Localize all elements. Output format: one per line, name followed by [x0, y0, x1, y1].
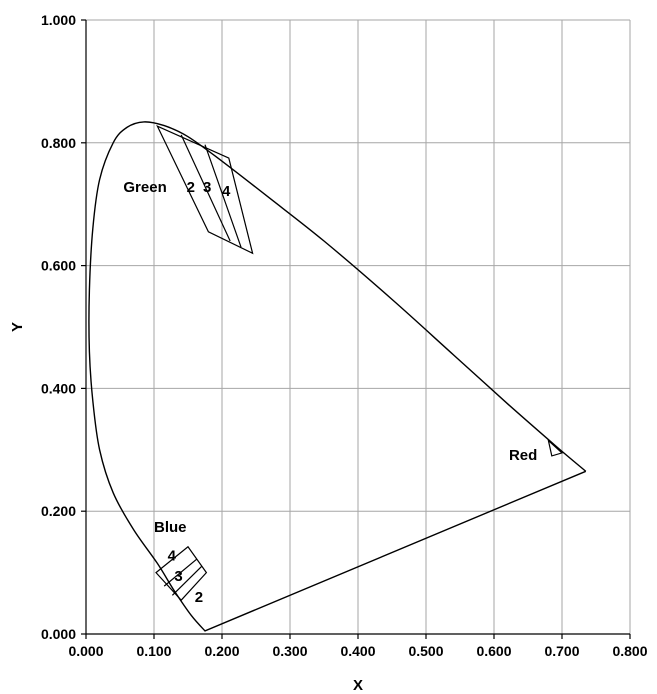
tick-labels: 0.000 0.100 0.200 0.300 0.400 0.500 0.600 0.700… [41, 12, 648, 659]
annotation-label: 2 [195, 589, 203, 606]
annotation-label: Red [509, 447, 537, 464]
x-tick-label: 0.700 [544, 643, 579, 659]
green-region-divider [180, 134, 231, 242]
blue-region-divider [171, 566, 203, 596]
y-tick-label: 0.000 [41, 626, 76, 642]
y-tick-label: 0.400 [41, 380, 76, 396]
x-tick-label: 0.500 [408, 643, 443, 659]
region-red [547, 438, 564, 457]
region-blue [155, 545, 208, 602]
annotation-label: 3 [174, 568, 182, 585]
annotation-label: 4 [168, 547, 177, 564]
spectrum-locus-line [88, 121, 587, 632]
annotation-label: Blue [154, 519, 187, 536]
y-tick-label: 1.000 [41, 12, 76, 28]
annotation-label: Green [123, 179, 166, 196]
x-tick-label: 0.000 [68, 643, 103, 659]
x-axis-title: X [353, 677, 363, 694]
x-tick-label: 0.100 [136, 643, 171, 659]
grid-lines [86, 19, 631, 634]
green-region-outline [156, 124, 254, 255]
x-tick-label: 0.800 [612, 643, 647, 659]
green-region-divider [204, 144, 242, 248]
annotation-label: 4 [222, 183, 231, 200]
x-tick-label: 0.600 [476, 643, 511, 659]
x-tick-label: 0.200 [204, 643, 239, 659]
region-green [156, 124, 254, 255]
x-tick-label: 0.400 [340, 643, 375, 659]
annotation-label: 2 [187, 179, 195, 196]
blue-region-divider [163, 558, 198, 587]
red-region-outline [547, 438, 564, 457]
annotation-label: 3 [203, 179, 211, 196]
y-tick-label: 0.200 [41, 503, 76, 519]
axes [81, 19, 631, 639]
y-tick-label: 0.600 [41, 258, 76, 274]
y-axis-title: Y [9, 322, 26, 332]
x-tick-label: 0.300 [272, 643, 307, 659]
series-layer [88, 121, 587, 632]
y-tick-label: 0.800 [41, 135, 76, 151]
blue-region-outline [155, 545, 208, 602]
